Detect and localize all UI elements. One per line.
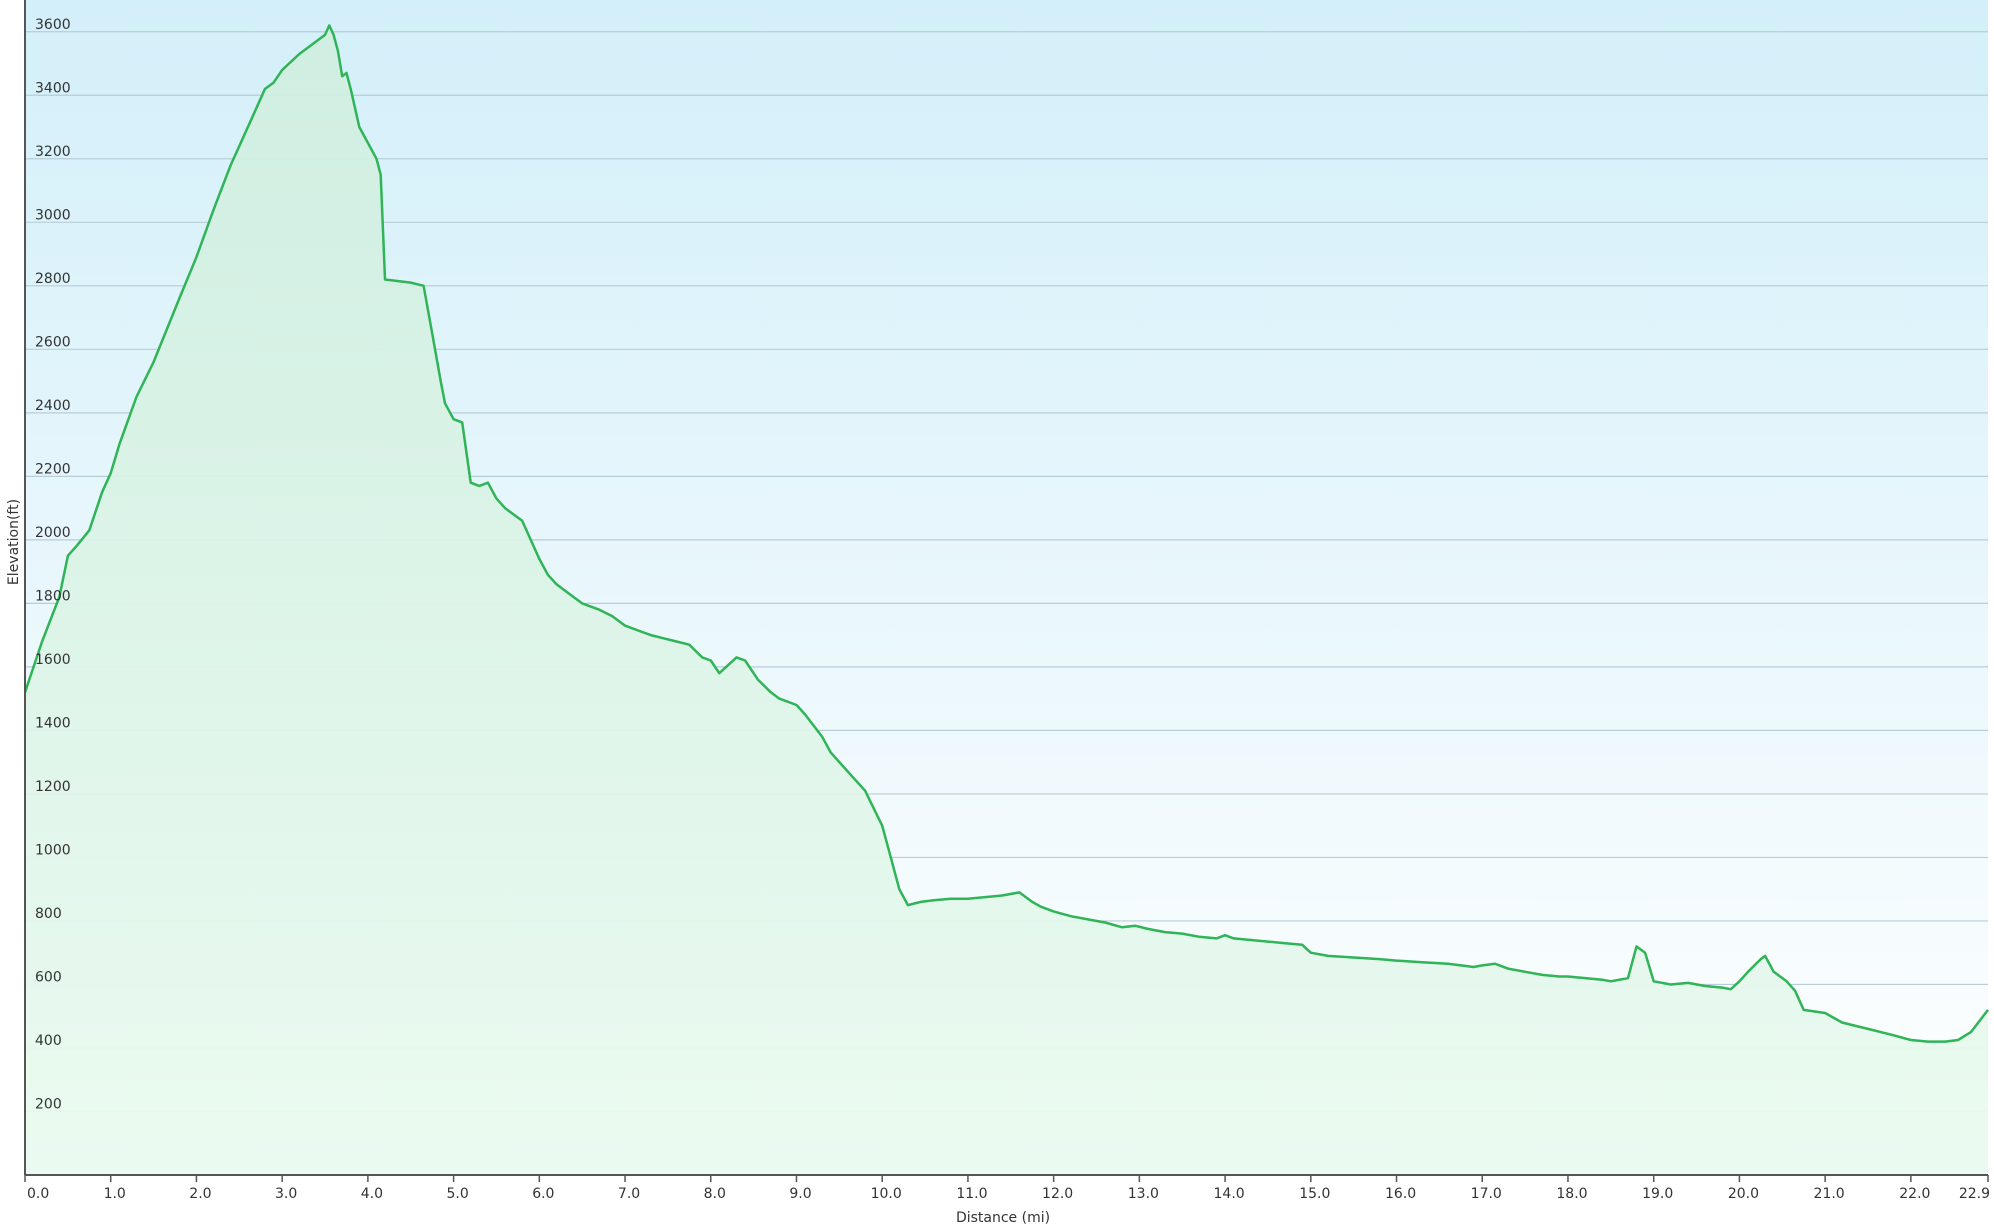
y-tick-label: 2200 xyxy=(35,461,71,477)
y-axis-ticks: 200 400 600 800 1000 1200 1400 1600 1800 2000 2200… xyxy=(35,17,71,1113)
y-tick-label: 1400 xyxy=(35,715,71,731)
x-tick-label: 2.0 xyxy=(189,1186,211,1202)
x-tick-label: 1.0 xyxy=(104,1186,126,1202)
x-tick-label: 19.0 xyxy=(1642,1186,1673,1202)
x-tick-label: 20.0 xyxy=(1728,1186,1759,1202)
x-tick-label: 8.0 xyxy=(704,1186,726,1202)
x-tick-label: 3.0 xyxy=(275,1186,297,1202)
x-tick-label: 9.0 xyxy=(789,1186,811,1202)
y-tick-label: 2600 xyxy=(35,334,71,350)
x-tick-label: 5.0 xyxy=(446,1186,468,1202)
y-tick-label: 3200 xyxy=(35,144,71,160)
y-tick-label: 3000 xyxy=(35,207,71,223)
x-tick-label: 0.0 xyxy=(27,1186,49,1202)
x-tick-label: 22.0 xyxy=(1899,1186,1930,1202)
x-tick-label: 21.0 xyxy=(1814,1186,1845,1202)
y-tick-label: 1800 xyxy=(35,588,71,604)
x-axis-ticks: 0.0 1.0 2.0 3.0 4.0 5.0 6.0 7.0 8.0 9.0 10.0 11.0 12… xyxy=(24,1175,1990,1202)
elevation-line xyxy=(23,24,1989,1043)
y-tick-label: 3400 xyxy=(35,80,71,96)
y-tick-label: 1200 xyxy=(35,779,71,795)
x-tick-label: 15.0 xyxy=(1299,1186,1330,1202)
y-tick-label: 2800 xyxy=(35,271,71,287)
y-tick-label: 3600 xyxy=(35,17,71,33)
y-axis-title: Elevation(ft) xyxy=(6,499,22,585)
x-tick-label: 14.0 xyxy=(1214,1186,1245,1202)
y-tick-label: 2000 xyxy=(35,525,71,541)
x-tick-label: 6.0 xyxy=(532,1186,554,1202)
x-tick-label: 18.0 xyxy=(1556,1186,1587,1202)
x-tick-label: 16.0 xyxy=(1385,1186,1416,1202)
y-tick-label: 800 xyxy=(35,906,62,922)
x-tick-label: 10.0 xyxy=(871,1186,902,1202)
x-tick-label: 13.0 xyxy=(1128,1186,1159,1202)
x-axis-title: Distance (mi) xyxy=(956,1210,1050,1226)
x-tick-label: 17.0 xyxy=(1471,1186,1502,1202)
y-tick-label: 200 xyxy=(35,1096,62,1112)
y-tick-label: 1600 xyxy=(35,652,71,668)
x-tick-label: 7.0 xyxy=(618,1186,640,1202)
x-tick-label: 11.0 xyxy=(956,1186,987,1202)
y-tick-label: 400 xyxy=(35,1033,62,1049)
elevation-area-fill xyxy=(25,25,1988,1175)
x-tick-label: 12.0 xyxy=(1042,1186,1073,1202)
x-tick-label: 4.0 xyxy=(361,1186,383,1202)
y-tick-label: 2400 xyxy=(35,398,71,414)
y-tick-label: 600 xyxy=(35,969,62,985)
y-tick-label: 1000 xyxy=(35,842,71,858)
x-tick-label: 22.9 xyxy=(1959,1186,1990,1202)
